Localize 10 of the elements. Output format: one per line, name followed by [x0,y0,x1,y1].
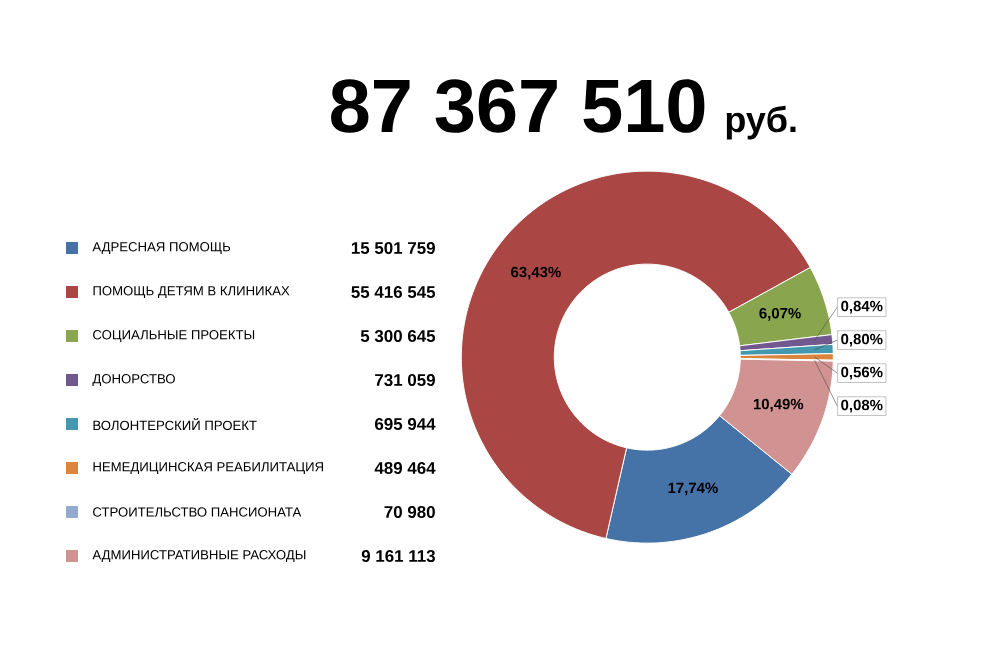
text: 55 416 545 [351,286,436,298]
text: 695 944 [375,418,436,430]
text: 731 059 [375,374,435,387]
text: 489 464 [374,462,436,474]
text: 5 300 645 [360,330,436,343]
text: 9 161 113 [361,550,435,563]
text: 15 501 759 [351,242,435,254]
text: 70 980 [384,506,435,518]
chart-subtitle: руб. [726,105,796,140]
chart-title: 87 367 510 [331,79,705,133]
